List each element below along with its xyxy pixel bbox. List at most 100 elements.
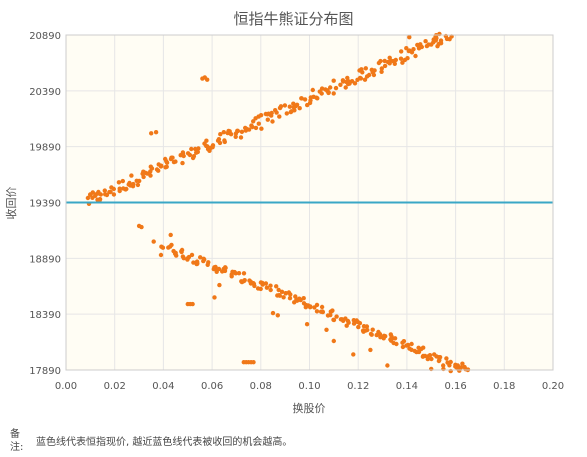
data-point xyxy=(364,74,370,79)
data-point xyxy=(382,63,388,69)
data-point xyxy=(160,245,166,250)
data-point xyxy=(276,287,281,293)
data-point xyxy=(153,130,159,135)
data-point xyxy=(127,180,132,186)
x-axis-title: 换股价 xyxy=(293,401,326,415)
data-point xyxy=(158,252,164,258)
data-point xyxy=(233,134,238,139)
data-point xyxy=(189,146,194,152)
data-point xyxy=(303,302,309,308)
data-point xyxy=(149,166,155,171)
y-tick-label: 20390 xyxy=(29,87,61,98)
data-point xyxy=(201,258,206,264)
data-point xyxy=(407,35,412,40)
data-point xyxy=(163,156,168,162)
data-point xyxy=(364,324,370,329)
data-point xyxy=(340,78,346,83)
data-point xyxy=(324,327,329,332)
data-point xyxy=(427,353,433,358)
data-point xyxy=(97,197,103,202)
chart-title: 恒指牛熊证分布图 xyxy=(233,10,354,28)
data-point xyxy=(331,317,337,323)
note-label: 备注: xyxy=(10,429,24,453)
data-point xyxy=(314,309,320,314)
data-point xyxy=(95,191,100,196)
data-point xyxy=(400,344,406,350)
data-point xyxy=(241,271,247,276)
data-point xyxy=(363,66,368,71)
data-point xyxy=(249,123,254,128)
plot-border xyxy=(65,34,554,371)
data-point xyxy=(399,49,404,54)
data-point xyxy=(202,75,207,80)
x-tick-label: 0.14 xyxy=(396,381,418,392)
data-point xyxy=(277,293,282,298)
data-point xyxy=(195,149,200,155)
data-point xyxy=(379,66,384,71)
data-point xyxy=(151,239,156,244)
data-point xyxy=(170,155,175,160)
data-point xyxy=(239,129,245,134)
data-point xyxy=(278,104,284,109)
data-point xyxy=(372,68,377,73)
data-point xyxy=(319,91,324,96)
data-point xyxy=(319,304,325,310)
data-point xyxy=(409,341,414,347)
data-point xyxy=(330,308,335,313)
data-point xyxy=(426,42,431,47)
data-point xyxy=(293,104,298,109)
data-point xyxy=(404,343,409,348)
y-tick-label: 19890 xyxy=(29,143,61,154)
data-point xyxy=(394,341,399,347)
data-point xyxy=(413,53,418,59)
data-point xyxy=(210,145,215,150)
data-point xyxy=(181,153,186,159)
data-point xyxy=(387,61,392,66)
data-point xyxy=(351,352,356,357)
data-point xyxy=(398,56,404,61)
data-point xyxy=(215,138,221,143)
tick-labels: 0.00 0.02 0.04 0.06 0.08 0.10 0.12 0.14 0.16 0.18… xyxy=(29,31,564,392)
data-point xyxy=(389,334,394,339)
data-point xyxy=(228,132,234,137)
data-point xyxy=(448,359,453,365)
data-point xyxy=(180,254,186,259)
data-point xyxy=(338,82,343,88)
data-point xyxy=(194,261,199,267)
data-point xyxy=(256,121,261,126)
data-point xyxy=(369,332,374,337)
data-point xyxy=(190,301,195,307)
data-point xyxy=(319,86,325,91)
data-point xyxy=(216,266,222,272)
data-point xyxy=(221,130,226,135)
data-point xyxy=(277,114,282,119)
x-tick-label: 0.18 xyxy=(493,381,515,392)
data-point xyxy=(235,128,241,134)
data-point xyxy=(434,354,439,359)
data-point xyxy=(379,69,384,75)
data-point xyxy=(315,96,320,101)
data-point xyxy=(187,152,193,158)
data-point xyxy=(116,180,122,185)
data-point xyxy=(411,47,416,52)
data-point xyxy=(222,268,228,274)
data-point xyxy=(198,255,203,260)
data-point xyxy=(169,242,174,248)
y-tick-label: 20890 xyxy=(29,31,61,42)
data-point xyxy=(431,37,436,42)
data-point xyxy=(103,192,108,197)
data-point xyxy=(148,173,153,178)
data-point xyxy=(222,138,227,143)
data-point xyxy=(438,38,444,43)
data-point xyxy=(186,254,192,260)
data-point xyxy=(270,310,276,316)
y-tick-label: 17890 xyxy=(29,366,61,377)
data-point xyxy=(288,292,293,297)
data-point xyxy=(135,182,141,188)
data-point xyxy=(387,55,392,60)
data-point xyxy=(189,252,195,258)
data-point xyxy=(168,232,173,238)
data-point xyxy=(180,160,185,166)
data-point xyxy=(308,304,313,309)
